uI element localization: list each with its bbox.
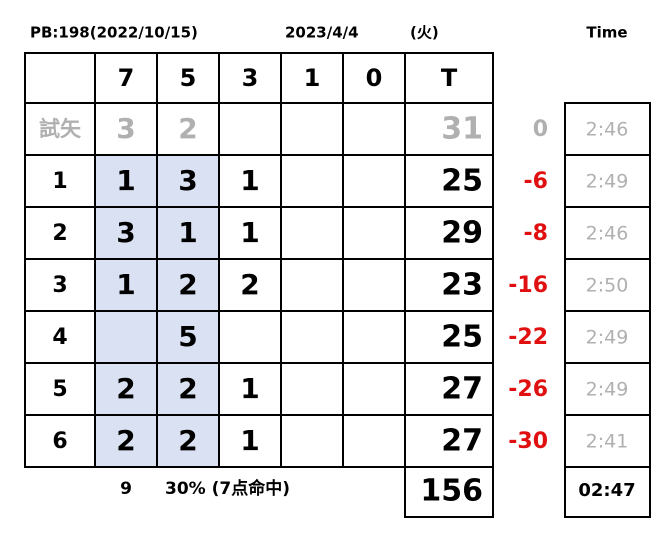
time: 2:50 (586, 275, 629, 297)
hit-count: 1 (240, 164, 259, 197)
hit-count: 3 (116, 112, 135, 145)
row-label: 4 (52, 325, 67, 350)
row-label: 試矢 (39, 117, 82, 141)
highlight-cell (94, 154, 158, 208)
hit-count: 1 (116, 268, 135, 301)
column-header: 0 (366, 64, 383, 92)
diff: -16 (508, 273, 548, 298)
hit-count: 2 (178, 268, 197, 301)
diff: -26 (508, 377, 548, 402)
time: 2:46 (586, 119, 629, 141)
hit-rate: 30% (7点命中) (165, 478, 290, 499)
time: 2:49 (586, 171, 629, 193)
diff: -8 (524, 221, 548, 246)
column-header: T (441, 64, 458, 92)
column-header: 5 (180, 64, 197, 92)
column-header: 3 (242, 64, 259, 92)
hit-count: 3 (116, 216, 135, 249)
time: 2:41 (586, 431, 629, 453)
highlight-cell (156, 154, 220, 208)
date: 2023/4/4 (285, 24, 359, 42)
hit-count: 2 (178, 424, 197, 457)
time-label: Time (586, 24, 627, 42)
total-time: 02:47 (578, 480, 635, 501)
row-total: 31 (441, 112, 483, 147)
diff: -22 (508, 325, 548, 350)
row-label: 5 (52, 377, 67, 402)
row-label: 1 (52, 169, 67, 194)
personal-best: PB:198(2022/10/15) (30, 24, 198, 42)
highlight-cell (156, 362, 220, 416)
time: 2:46 (586, 223, 629, 245)
row-total: 27 (441, 424, 483, 459)
highlight-cell (156, 414, 220, 468)
hit-count: 2 (178, 372, 197, 405)
row-total: 27 (441, 372, 483, 407)
grand-total-cell (404, 466, 494, 518)
hit-count: 1 (240, 216, 259, 249)
grand-total: 156 (420, 474, 483, 509)
hit-count: 2 (178, 112, 197, 145)
total-time-cell (564, 466, 651, 518)
hit-count: 2 (116, 372, 135, 405)
time: 2:49 (586, 327, 629, 349)
time: 2:49 (586, 379, 629, 401)
hit-count: 1 (240, 372, 259, 405)
column-header: 7 (118, 64, 135, 92)
row-label: 6 (52, 429, 67, 454)
hit-count: 1 (116, 164, 135, 197)
row-total: 23 (441, 268, 483, 303)
diff: -6 (524, 169, 548, 194)
highlight-cell (94, 310, 158, 364)
hit-count: 2 (116, 424, 135, 457)
highlight-cell (94, 414, 158, 468)
column-header: 1 (304, 64, 321, 92)
hit-count: 3 (178, 164, 197, 197)
diff: 0 (533, 117, 548, 142)
row-total: 29 (441, 216, 483, 251)
hit-count: 5 (178, 320, 197, 353)
row-total: 25 (441, 164, 483, 199)
arrow-count: 9 (120, 479, 132, 499)
row-label: 2 (52, 221, 67, 246)
highlight-cell (94, 362, 158, 416)
weekday: (火) (410, 24, 439, 42)
row-label: 3 (52, 273, 67, 298)
hit-count: 1 (240, 424, 259, 457)
row-total: 25 (441, 320, 483, 355)
diff: -30 (508, 429, 548, 454)
hit-count: 1 (178, 216, 197, 249)
hit-count: 2 (240, 268, 259, 301)
